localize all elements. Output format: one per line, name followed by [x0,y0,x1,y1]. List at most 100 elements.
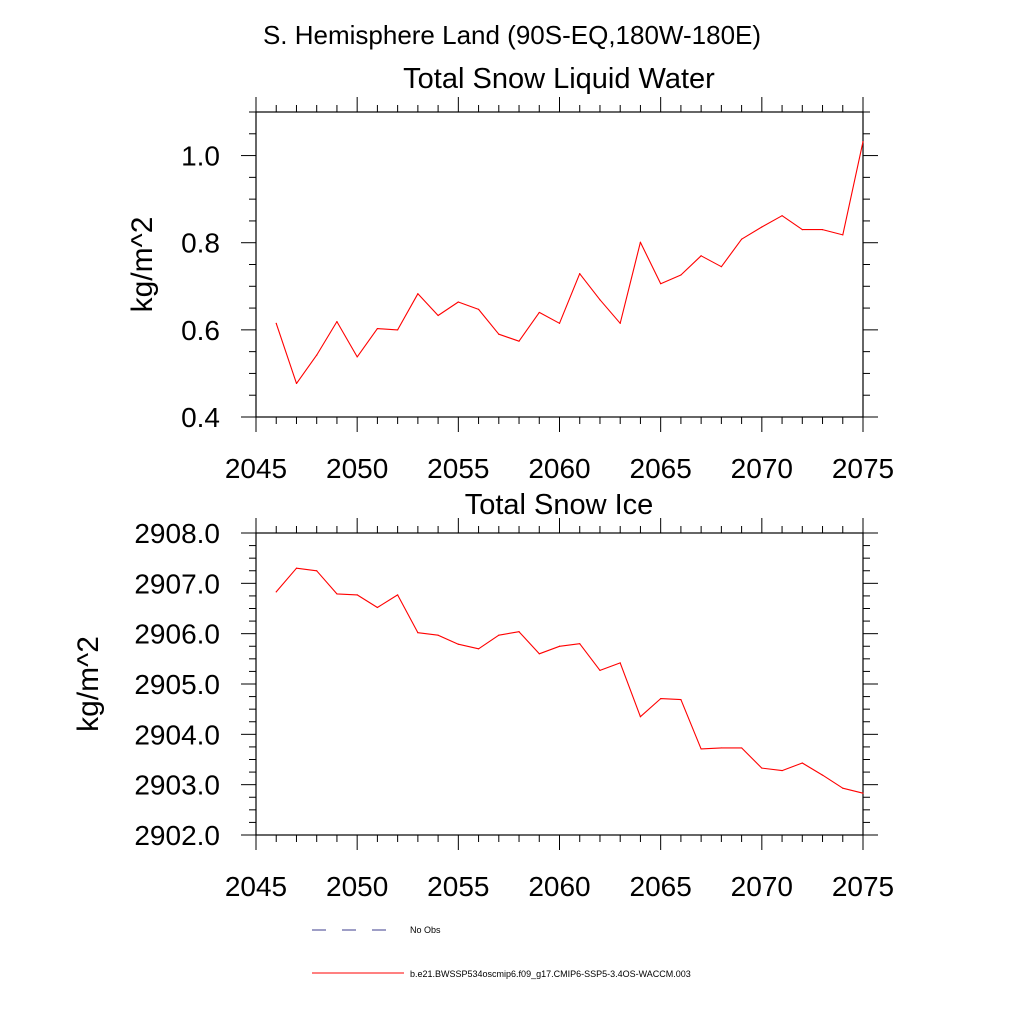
data-point [316,570,318,572]
y-tick-label: 1.0 [181,141,220,172]
data-point [477,308,480,310]
data-point [376,327,378,330]
plot-frame-liquid-water [255,111,864,418]
data-point [437,634,439,636]
data-point [498,634,500,636]
data-point [781,769,783,772]
data-point [842,787,844,789]
chart-title-liquid-water: Total Snow Liquid Water [403,63,715,95]
data-point [498,333,500,335]
data-point [356,594,358,596]
x-tick-label: 2055 [427,453,489,484]
y-tick-label: 2906.0 [134,619,220,650]
legend-model-label: b.e21.BWSSP534oscmip6.f09_g17.CMIP6-SSP5… [410,969,691,979]
data-point [356,356,358,358]
y-tick-label: 2908.0 [134,518,220,549]
data-point [295,382,298,385]
data-point [518,631,520,633]
data-point [336,320,338,323]
y-tick-label: 0.4 [181,402,220,433]
y-tick-label: 2907.0 [134,568,220,599]
snow-ice-panel: Total Snow Ice 2045 2050 2055 2060 2065 2070 2… [72,489,894,902]
data-point [599,669,601,672]
x-tick-label: 2065 [630,453,692,484]
data-point [680,274,682,276]
x-tick-label: 2060 [528,453,590,484]
data-point [275,591,277,593]
data-point [639,241,642,243]
data-point [397,594,399,596]
data-point [700,748,702,750]
data-point [437,314,439,317]
legend-no-obs-label: No Obs [410,925,441,935]
data-point [417,293,419,295]
data-point [457,301,459,303]
chart-title-snow-ice: Total Snow Ice [465,489,654,521]
data-point [579,643,581,645]
data-point [599,299,601,301]
data-point [680,699,682,701]
data-point [720,747,722,749]
snow-liquid-water-panel: Total Snow Liquid Water 2045 2050 2055 2060… [126,63,894,484]
y-axis-label: kg/m^2 [72,636,105,732]
data-point [821,229,824,231]
data-point [376,606,378,609]
x-tick-label: 2045 [225,453,287,484]
y-tick-label: 2905.0 [134,669,220,700]
data-point [619,322,621,324]
y-tick-label: 2903.0 [134,770,220,801]
data-point [761,226,763,228]
data-point [558,645,561,647]
data-point [720,266,722,268]
series-line-snow-ice [275,567,864,794]
x-tick-label: 2050 [326,871,388,902]
data-point [741,747,743,749]
data-point [336,593,338,595]
data-point [801,229,803,231]
data-point [801,762,803,764]
y-tick-label: 0.6 [181,315,220,346]
x-tick-label: 2050 [326,453,388,484]
data-point [538,653,540,655]
data-point [417,632,419,634]
data-point [619,662,621,664]
data-point [558,322,561,324]
y-axis-label: kg/m^2 [126,217,159,313]
data-point [477,648,480,650]
region-title: S. Hemisphere Land (90S-EQ,180W-180E) [263,20,761,50]
data-point [862,792,864,794]
data-point [457,643,459,645]
data-point [660,283,662,285]
data-point [538,311,540,314]
data-point [295,567,298,569]
data-point [862,141,864,143]
data-point [579,273,581,275]
data-point [842,234,844,236]
data-point [660,697,662,700]
data-point [275,322,277,324]
x-tick-label: 2075 [832,453,894,484]
x-tick-label: 2055 [427,871,489,902]
y-tick-label: 2902.0 [134,820,220,851]
series-line-liquid-water [275,141,864,385]
y-tick-label: 2904.0 [134,719,220,750]
data-point [397,329,399,331]
data-point [741,238,743,240]
x-tick-label: 2065 [630,871,692,902]
plot-frame-snow-ice [255,532,864,836]
data-point [761,767,763,769]
data-point [639,716,642,718]
x-tick-label: 2075 [832,871,894,902]
data-point [700,255,702,257]
legend: No Obs b.e21.BWSSP534oscmip6.f09_g17.CMI… [312,925,691,979]
y-tick-label: 0.8 [181,228,220,259]
data-point [316,354,318,356]
x-tick-label: 2045 [225,871,287,902]
data-point [821,774,824,776]
x-tick-label: 2060 [528,871,590,902]
data-point [781,215,783,217]
x-tick-label: 2070 [731,453,793,484]
data-point [518,340,520,342]
x-tick-label: 2070 [731,871,793,902]
